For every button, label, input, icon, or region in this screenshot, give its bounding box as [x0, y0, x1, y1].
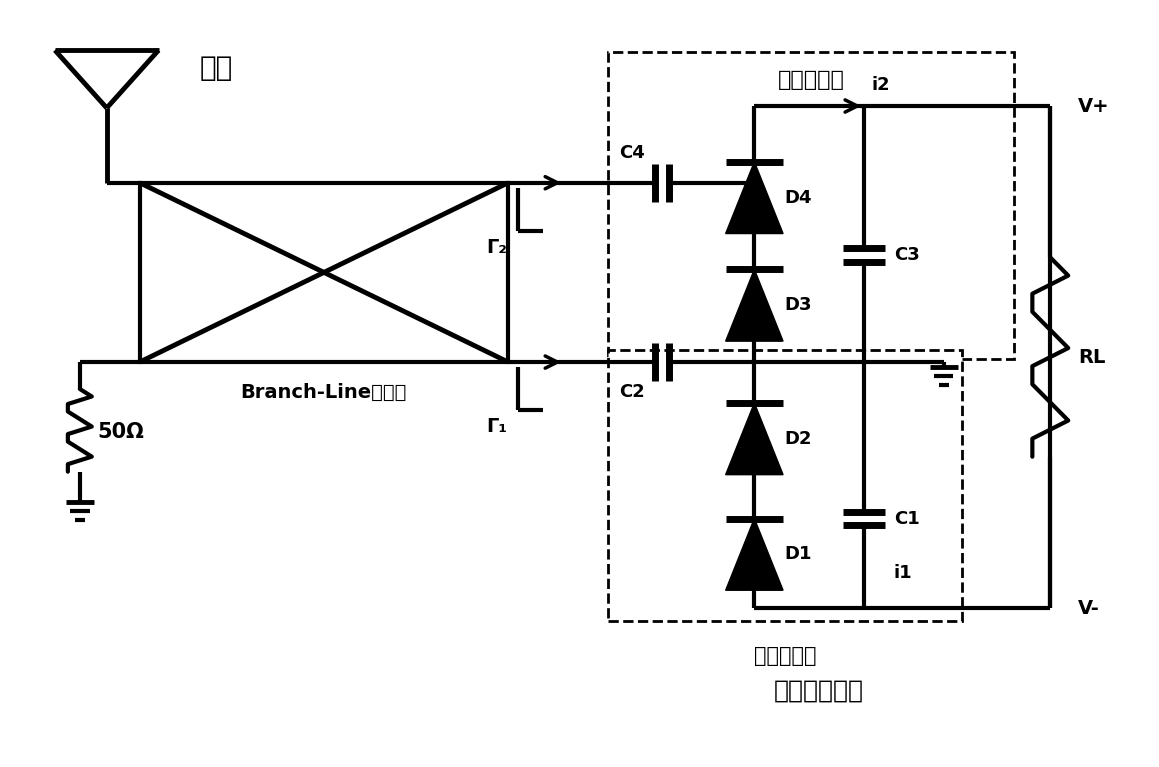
Text: C2: C2	[619, 383, 644, 401]
Text: D2: D2	[785, 430, 811, 448]
Polygon shape	[726, 518, 783, 591]
Polygon shape	[726, 403, 783, 475]
Text: 第二倍压器: 第二倍压器	[778, 70, 845, 91]
Text: i2: i2	[872, 76, 890, 94]
Text: Γ₁: Γ₁	[486, 417, 506, 436]
Text: V+: V+	[1078, 97, 1110, 116]
Text: C1: C1	[894, 509, 919, 528]
Text: Branch-Line耦合器: Branch-Line耦合器	[241, 383, 407, 401]
Text: 电荷泵整流器: 电荷泵整流器	[774, 679, 865, 703]
Text: 50Ω: 50Ω	[97, 422, 145, 442]
Text: i1: i1	[894, 565, 912, 582]
Polygon shape	[726, 162, 783, 233]
Bar	[608, 52, 1014, 359]
Text: D4: D4	[785, 189, 811, 206]
Text: C4: C4	[619, 144, 644, 162]
Text: Γ₂: Γ₂	[486, 238, 506, 257]
Bar	[608, 350, 962, 621]
Text: C3: C3	[894, 246, 919, 265]
Polygon shape	[726, 269, 783, 341]
Text: V-: V-	[1078, 599, 1100, 617]
Text: 第一倍压器: 第一倍压器	[753, 646, 816, 666]
Bar	[139, 183, 509, 362]
Text: RL: RL	[1078, 347, 1106, 367]
Text: D3: D3	[785, 296, 811, 314]
Text: 天线: 天线	[199, 54, 233, 82]
Text: D1: D1	[785, 545, 811, 564]
